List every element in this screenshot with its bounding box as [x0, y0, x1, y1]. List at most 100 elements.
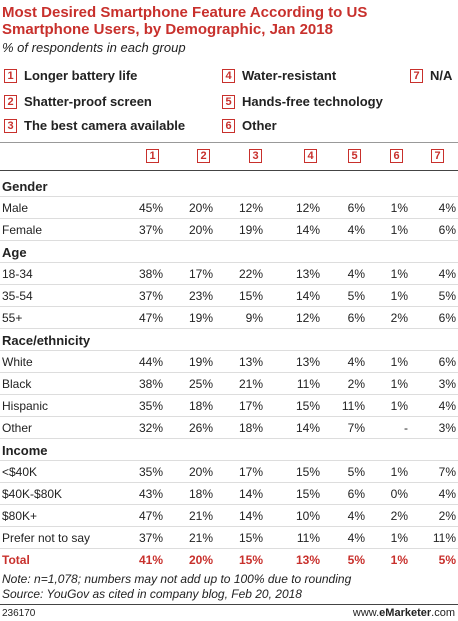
row-separator — [0, 504, 458, 505]
legend-number: 2 — [4, 95, 17, 109]
row-label: Total — [2, 553, 30, 567]
row-separator — [0, 394, 458, 395]
row-label: 55+ — [2, 311, 23, 325]
cell: 21% — [188, 531, 213, 545]
row-label: 18-34 — [2, 267, 33, 281]
cell: 9% — [245, 311, 263, 325]
cell: 15% — [238, 531, 263, 545]
column-header: 7 — [431, 149, 444, 163]
cell: 15% — [295, 465, 320, 479]
row-separator — [0, 240, 458, 241]
row-label: White — [2, 355, 33, 369]
note: Note: n=1,078; numbers may not add up to… — [2, 572, 352, 586]
note: Source: YouGov as cited in company blog,… — [2, 587, 302, 601]
cell: 1% — [390, 223, 408, 237]
cell: 1% — [390, 553, 408, 567]
cell: 15% — [295, 487, 320, 501]
cell: 45% — [138, 201, 163, 215]
cell: 3% — [438, 421, 456, 435]
cell: 23% — [188, 289, 213, 303]
row-label: Female — [2, 223, 43, 237]
cell: 10% — [295, 509, 320, 523]
row-separator — [0, 372, 458, 373]
cell: 25% — [188, 377, 213, 391]
cell: 4% — [347, 267, 365, 281]
cell: 37% — [138, 531, 163, 545]
legend-label: Shatter-proof screen — [24, 94, 152, 109]
cell: 6% — [438, 223, 456, 237]
cell: 1% — [390, 201, 408, 215]
cell: 1% — [390, 289, 408, 303]
cell: 19% — [188, 311, 213, 325]
cell: 15% — [238, 553, 263, 567]
cell: 4% — [438, 267, 456, 281]
cell: 44% — [138, 355, 163, 369]
row-separator — [0, 526, 458, 527]
cell: 3% — [438, 377, 456, 391]
row-separator — [0, 548, 458, 549]
cell: 18% — [188, 487, 213, 501]
legend-label: Hands-free technology — [242, 94, 383, 109]
cell: 6% — [347, 311, 365, 325]
row-separator — [0, 306, 458, 307]
cell: 17% — [238, 465, 263, 479]
cell: 13% — [295, 267, 320, 281]
cell: 1% — [390, 531, 408, 545]
legend-label: Water-resistant — [242, 68, 337, 83]
cell: 35% — [138, 465, 163, 479]
cell: 37% — [138, 289, 163, 303]
cell: 1% — [390, 267, 408, 281]
row-separator — [0, 482, 458, 483]
cell: 18% — [188, 399, 213, 413]
cell: 6% — [347, 201, 365, 215]
cell: 47% — [138, 311, 163, 325]
cell: 17% — [188, 267, 213, 281]
cell: 35% — [138, 399, 163, 413]
cell: 21% — [188, 509, 213, 523]
cell: 14% — [238, 487, 263, 501]
brand-part: .com — [431, 607, 455, 619]
cell: 13% — [238, 355, 263, 369]
cell: 20% — [188, 553, 213, 567]
legend-label: Other — [242, 118, 277, 133]
row-label: $80K+ — [2, 509, 38, 523]
cell: 41% — [138, 553, 163, 567]
row-separator — [0, 196, 458, 197]
cell: 2% — [438, 509, 456, 523]
cell: - — [404, 421, 408, 435]
legend-label: The best camera available — [24, 118, 186, 133]
row-separator — [0, 416, 458, 417]
cell: 19% — [238, 223, 263, 237]
cell: 4% — [347, 509, 365, 523]
title: Most Desired Smartphone Feature Accordin… — [2, 4, 368, 38]
cell: 4% — [347, 531, 365, 545]
brand-part: www. — [352, 607, 380, 619]
rule — [0, 170, 458, 171]
cell: 17% — [238, 399, 263, 413]
row-separator — [0, 460, 458, 461]
cell: 26% — [188, 421, 213, 435]
cell: 13% — [295, 553, 320, 567]
row-label: 35-54 — [2, 289, 33, 303]
row-separator — [0, 284, 458, 285]
rule — [0, 142, 458, 143]
cell: 2% — [390, 509, 408, 523]
cell: 5% — [347, 289, 365, 303]
legend-number: 7 — [410, 69, 423, 83]
cell: 21% — [238, 377, 263, 391]
cell: 37% — [138, 223, 163, 237]
column-header: 4 — [304, 149, 317, 163]
cell: 12% — [238, 201, 263, 215]
cell: 12% — [295, 201, 320, 215]
cell: 4% — [438, 487, 456, 501]
brand-part: eMarketer — [379, 607, 432, 619]
cell: 14% — [295, 223, 320, 237]
cell: 20% — [188, 223, 213, 237]
legend-number: 3 — [4, 119, 17, 133]
row-label: <$40K — [2, 465, 38, 479]
row-separator — [0, 350, 458, 351]
column-header: 3 — [249, 149, 262, 163]
cell: 4% — [438, 201, 456, 215]
cell: 11% — [296, 377, 320, 391]
